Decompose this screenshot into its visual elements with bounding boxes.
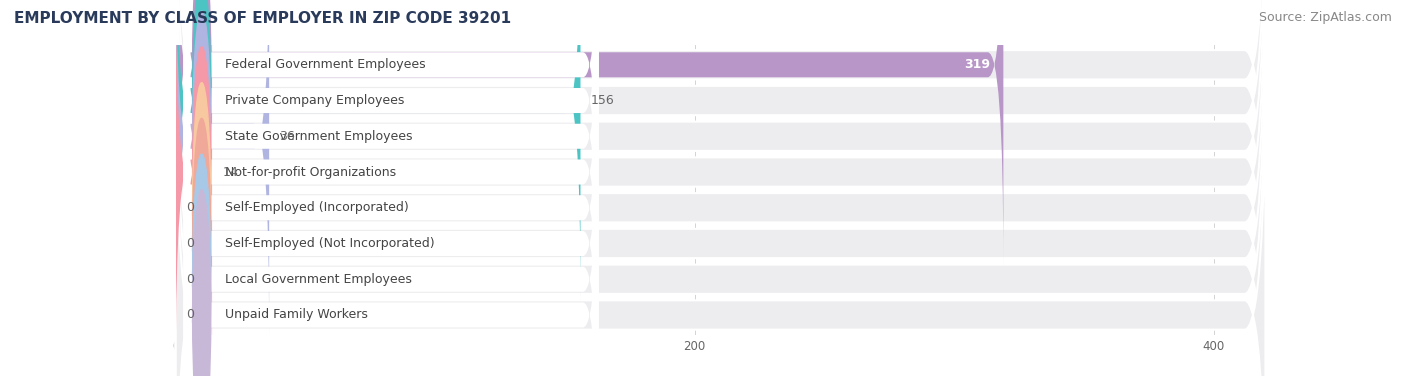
Text: 36: 36: [280, 130, 295, 143]
FancyBboxPatch shape: [176, 0, 1265, 376]
Text: Private Company Employees: Private Company Employees: [225, 94, 405, 107]
Circle shape: [193, 0, 211, 226]
Text: 14: 14: [222, 165, 238, 179]
Circle shape: [193, 47, 211, 297]
FancyBboxPatch shape: [176, 0, 1265, 376]
FancyBboxPatch shape: [176, 0, 1265, 376]
Text: Not-for-profit Organizations: Not-for-profit Organizations: [225, 165, 396, 179]
Text: 156: 156: [591, 94, 614, 107]
FancyBboxPatch shape: [176, 44, 1265, 376]
Circle shape: [193, 190, 211, 376]
FancyBboxPatch shape: [176, 0, 1265, 376]
FancyBboxPatch shape: [184, 77, 599, 376]
Text: 0: 0: [186, 308, 194, 321]
FancyBboxPatch shape: [184, 0, 599, 338]
FancyBboxPatch shape: [184, 113, 599, 376]
FancyBboxPatch shape: [184, 0, 599, 374]
Text: Local Government Employees: Local Government Employees: [225, 273, 412, 286]
Text: Unpaid Family Workers: Unpaid Family Workers: [225, 308, 368, 321]
Circle shape: [193, 154, 211, 376]
FancyBboxPatch shape: [176, 0, 581, 302]
FancyBboxPatch shape: [184, 0, 599, 302]
FancyBboxPatch shape: [184, 41, 599, 376]
Circle shape: [193, 118, 211, 368]
FancyBboxPatch shape: [176, 0, 1265, 372]
Text: EMPLOYMENT BY CLASS OF EMPLOYER IN ZIP CODE 39201: EMPLOYMENT BY CLASS OF EMPLOYER IN ZIP C…: [14, 11, 512, 26]
FancyBboxPatch shape: [184, 0, 599, 267]
Text: Self-Employed (Incorporated): Self-Employed (Incorporated): [225, 201, 409, 214]
Text: 0: 0: [186, 201, 194, 214]
Text: 319: 319: [965, 58, 990, 71]
FancyBboxPatch shape: [176, 0, 269, 338]
Circle shape: [193, 0, 211, 190]
Text: Federal Government Employees: Federal Government Employees: [225, 58, 426, 71]
Text: 0: 0: [186, 273, 194, 286]
FancyBboxPatch shape: [176, 8, 1265, 376]
FancyBboxPatch shape: [176, 0, 212, 374]
FancyBboxPatch shape: [176, 0, 1004, 267]
Text: State Government Employees: State Government Employees: [225, 130, 412, 143]
Circle shape: [193, 11, 211, 261]
Circle shape: [193, 83, 211, 333]
Text: Source: ZipAtlas.com: Source: ZipAtlas.com: [1258, 11, 1392, 24]
FancyBboxPatch shape: [176, 0, 1265, 336]
FancyBboxPatch shape: [184, 6, 599, 376]
Text: 0: 0: [186, 237, 194, 250]
Text: Self-Employed (Not Incorporated): Self-Employed (Not Incorporated): [225, 237, 434, 250]
